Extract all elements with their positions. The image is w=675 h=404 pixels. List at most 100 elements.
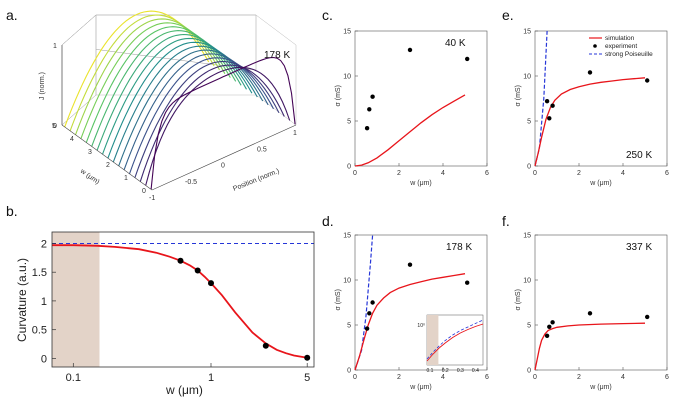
panel-label-e: e.: [502, 7, 514, 23]
panel-frame: [354, 30, 488, 167]
panel-a-ztick-1: 1: [53, 43, 57, 50]
panel-f-conductance-337k: 0 5 10 15 0 2 4 6 w (μm) σ (mS) 337 K: [515, 233, 669, 392]
panel-label-f: f.: [502, 213, 510, 229]
xtick-label: 0: [533, 374, 537, 381]
panel-b-ytick-label: 1.5: [32, 267, 47, 279]
xlabel: w (μm): [409, 384, 432, 391]
panel-b-xtick-label: 5: [304, 372, 310, 384]
panel-b-points: [177, 257, 311, 361]
ytick-label: 15: [523, 233, 531, 240]
panel-label-d: d.: [322, 213, 334, 229]
experiment-point: [547, 324, 552, 329]
panel-a-position-axis: [151, 124, 297, 191]
panel-b-curvature-plot: 0 0.5 1 1.5 2 0.1 1 5 Curvature (a.u.) w (μm): [15, 231, 315, 397]
xtick-label: 2: [577, 170, 581, 177]
simulation-line: [354, 94, 466, 167]
experiment-point: [645, 314, 650, 320]
xlabel: w (μm): [589, 180, 612, 187]
panel-b-ytick-label: 0.5: [32, 325, 47, 337]
legend-experiment-swatch: [593, 44, 597, 48]
panel-b-shaded-region: [52, 232, 100, 367]
experiment-point: [370, 300, 375, 305]
ytick-label: 10: [523, 278, 531, 285]
surface-profile-curve: [128, 57, 274, 174]
ytick-label: 5: [527, 119, 531, 126]
panel-b-data-point: [262, 342, 269, 349]
ytick-label: 10: [343, 74, 351, 81]
panel-b-ytick-label: 0: [41, 353, 47, 365]
ytick-label: 0: [347, 368, 351, 375]
panel-a-xticks: -1 -0.5 0 0.5 1: [149, 130, 297, 202]
inset-poiseuille-line: [426, 319, 484, 360]
panel-label-a: a.: [6, 7, 18, 23]
simulation-line: [534, 77, 646, 167]
ylabel: σ (mS): [515, 85, 522, 106]
surface-profile-curve: [134, 61, 280, 178]
ytick-label: 10: [523, 74, 531, 81]
xlabel: w (μm): [409, 180, 432, 187]
ytick-label: 15: [343, 29, 351, 36]
experiment-point: [367, 311, 372, 316]
poiseuille-line: [355, 235, 374, 370]
inset-xtick-label: 0.2: [442, 368, 449, 374]
panel-a-zlabel: J (norm.): [39, 72, 46, 100]
panel-a-ylabel: w (μm): [78, 167, 100, 186]
panel-a-xtick: -0.5: [185, 179, 197, 186]
panel-label-c: c.: [322, 7, 333, 23]
experiment-point: [544, 99, 550, 104]
panel-a-xtick: 0.5: [257, 146, 267, 153]
surface-profile-curve: [123, 53, 269, 170]
temperature-label: 250 K: [626, 150, 652, 161]
surface-curves: [64, 10, 296, 190]
panel-a-xtick: -1: [149, 195, 155, 202]
panel-a-ytick: 0: [142, 188, 146, 195]
surface-profile-curve: [64, 10, 210, 128]
inset-simulation-line: [426, 323, 484, 362]
xtick-label: 4: [621, 170, 625, 177]
panel-b-xlabel: w (μm): [165, 383, 203, 397]
ylabel: σ (mS): [515, 289, 522, 310]
experiment-point: [547, 116, 552, 121]
temperature-label: 178 K: [446, 242, 472, 253]
xtick-label: 6: [665, 374, 669, 381]
xtick-label: 4: [441, 374, 445, 381]
experiment-point: [587, 70, 593, 75]
ytick-label: 15: [343, 233, 351, 240]
panel-a-yticks: 0 1 2 3 4 5: [52, 123, 146, 195]
experiment-point: [465, 280, 470, 285]
panel-c-conductance-40k: 0 5 10 15 0 2 4 6 w (μm) σ (mS) 40 K: [335, 29, 489, 188]
xtick-label: 0: [533, 170, 537, 177]
legend-poiseuille-label: strong Poiseuille: [605, 51, 653, 58]
experiment-point: [465, 56, 470, 62]
panel-frame: [534, 30, 668, 167]
experiment-point: [550, 320, 555, 325]
ytick-label: 5: [347, 323, 351, 330]
panel-frame: [354, 234, 488, 371]
experiment-point: [407, 47, 413, 53]
surface-profile-curve: [69, 14, 215, 132]
experiment-point: [544, 333, 550, 338]
xlabel: w (μm): [589, 384, 612, 391]
experiment-point: [645, 78, 650, 83]
panel-b-ytick-label: 2: [41, 239, 47, 251]
panel-a-ytick: 5: [52, 123, 56, 130]
panel-a-ztick-0: 0: [53, 123, 57, 130]
panel-b-ylabel: Curvature (a.u.): [15, 258, 29, 342]
ylabel: σ (mS): [335, 289, 342, 310]
panel-b-yticks: 0 0.5 1 1.5 2: [32, 239, 56, 365]
experiment-point: [364, 326, 370, 331]
experiment-point: [407, 262, 413, 267]
panel-a-surface: 1 0 J (norm.) w (μm) Position (norm.) 17…: [39, 10, 297, 202]
panel-b-data-point: [304, 354, 311, 361]
panel-b-data-point: [208, 280, 214, 287]
panel-b-xticks: 0.1 1 5: [66, 363, 310, 384]
legend-experiment-label: experiment: [605, 43, 637, 50]
simulation-line: [534, 322, 646, 371]
xtick-label: 2: [577, 374, 581, 381]
panel-a-ytick: 1: [124, 175, 128, 182]
panel-a-title: 178 K: [264, 50, 290, 61]
xtick-label: 0: [353, 170, 357, 177]
panel-b-xtick-label: 1: [208, 372, 214, 384]
surface-profile-curve: [118, 49, 264, 167]
